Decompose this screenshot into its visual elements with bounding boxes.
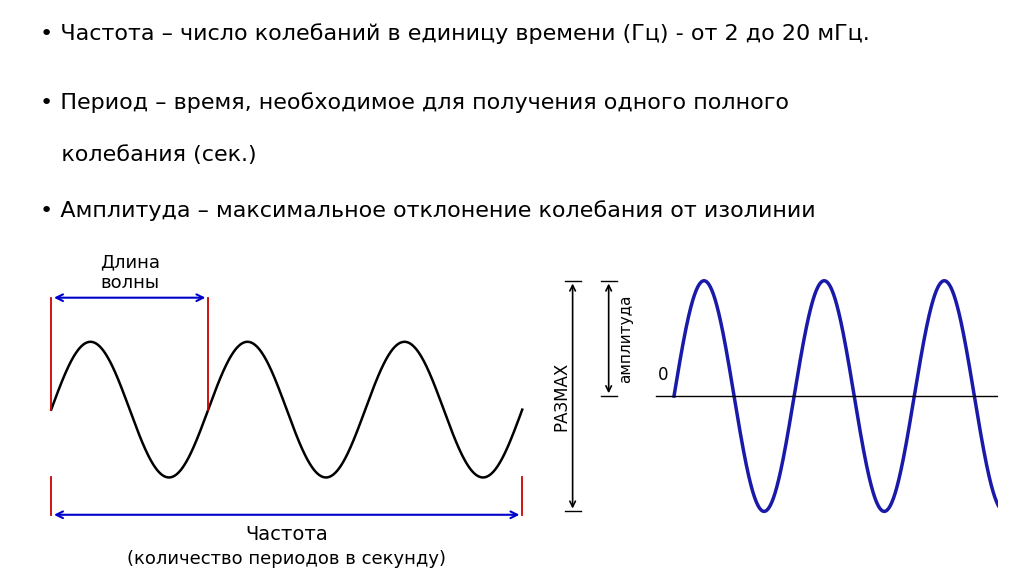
Text: (количество периодов в секунду): (количество периодов в секунду)	[127, 550, 446, 568]
Text: 0: 0	[657, 366, 668, 384]
Text: колебания (сек.): колебания (сек.)	[40, 145, 257, 165]
Text: РАЗМАХ: РАЗМАХ	[552, 362, 570, 430]
Text: Длина
волны: Длина волны	[99, 254, 160, 292]
Text: • Частота – число колебаний в единицу времени (Гц) - от 2 до 20 мГц.: • Частота – число колебаний в единицу вр…	[40, 23, 870, 44]
Text: амплитуда: амплитуда	[618, 294, 634, 383]
Text: • Амплитуда – максимальное отклонение колебания от изолинии: • Амплитуда – максимальное отклонение ко…	[40, 200, 816, 220]
Text: • Период – время, необходимое для получения одного полного: • Период – время, необходимое для получе…	[40, 92, 790, 113]
Text: Частота: Частота	[246, 525, 328, 544]
